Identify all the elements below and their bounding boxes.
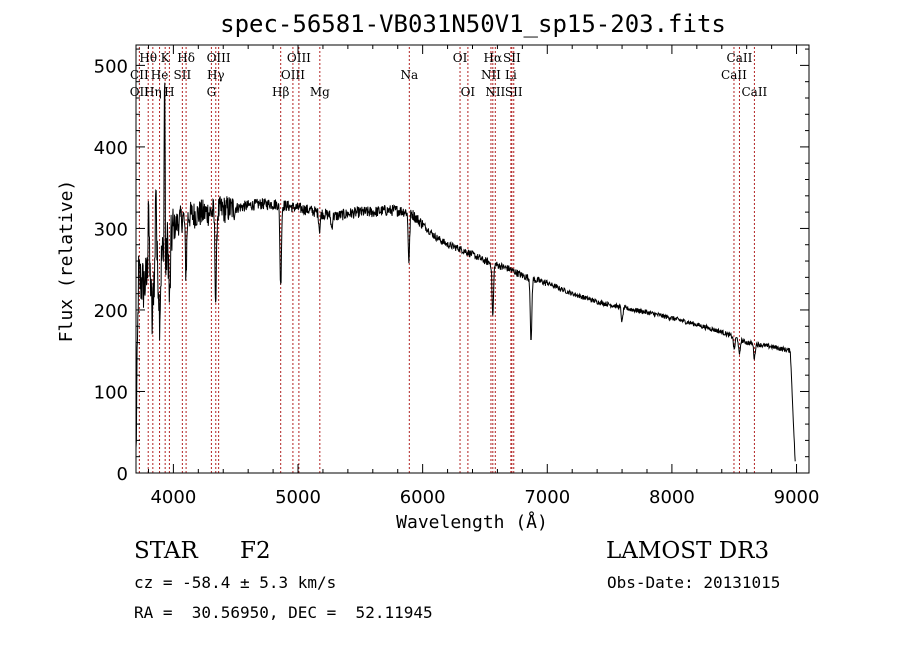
line-label: SII bbox=[503, 51, 521, 65]
line-label: K bbox=[161, 51, 171, 65]
y-tick-label: 500 bbox=[94, 56, 128, 77]
y-tick-label: 100 bbox=[94, 382, 128, 403]
spectrum-chart: spec-56581-VB031N50V1_sp15-203.fits Hθ K H… bbox=[56, 10, 820, 533]
object-type: STAR bbox=[134, 538, 198, 564]
x-tick-label: 5000 bbox=[275, 487, 321, 508]
y-tick-label: 300 bbox=[94, 219, 128, 240]
x-tick-label: 7000 bbox=[524, 487, 570, 508]
marker-lines bbox=[138, 47, 755, 473]
line-label: NII bbox=[481, 68, 501, 82]
line-label: Hγ bbox=[207, 68, 225, 82]
line-label: OIII bbox=[207, 51, 231, 65]
line-label: Na bbox=[400, 68, 418, 82]
redshift: cz = -58.4 ± 5.3 km/s bbox=[134, 573, 337, 592]
line-label: OI bbox=[453, 51, 468, 65]
survey-name: LAMOST DR3 bbox=[606, 538, 770, 564]
line-label: Hδ bbox=[177, 51, 195, 65]
line-label: OI bbox=[461, 85, 476, 99]
obs-date: Obs-Date: 20131015 bbox=[607, 573, 781, 592]
line-label: Hθ bbox=[139, 51, 157, 65]
x-axis-label: Wavelength (Å) bbox=[396, 511, 548, 533]
line-label: NII bbox=[485, 85, 505, 99]
y-tick-label: 400 bbox=[94, 138, 128, 159]
x-tick-label: 9000 bbox=[774, 487, 820, 508]
x-tick-label: 4000 bbox=[150, 487, 196, 508]
line-label: Li bbox=[505, 68, 517, 82]
line-label: Hβ bbox=[272, 85, 289, 99]
x-axis: 4000 5000 6000 7000 8000 9000 bbox=[147, 45, 820, 508]
y-axis: 0 100 200 300 400 500 bbox=[94, 48, 809, 485]
line-label: H bbox=[164, 85, 174, 99]
line-label: SII bbox=[174, 68, 192, 82]
line-label: OIII bbox=[281, 68, 305, 82]
line-label: Hη bbox=[144, 85, 162, 99]
line-label: He bbox=[151, 68, 169, 82]
line-label: CaII bbox=[721, 68, 747, 82]
plot-frame bbox=[135, 44, 810, 474]
y-tick-label: 0 bbox=[117, 464, 128, 485]
x-tick-label: 6000 bbox=[400, 487, 446, 508]
y-axis-label: Flux (relative) bbox=[56, 180, 77, 343]
coordinates: RA = 30.56950, DEC = 52.11945 bbox=[134, 603, 433, 622]
subclass: F2 bbox=[240, 538, 271, 564]
line-label: G bbox=[207, 85, 217, 99]
line-label: SII bbox=[505, 85, 523, 99]
line-label: Mg bbox=[310, 85, 330, 99]
spectrum-line bbox=[135, 82, 796, 462]
x-tick-label: 8000 bbox=[649, 487, 695, 508]
y-tick-label: 200 bbox=[94, 301, 128, 322]
line-label: OIII bbox=[287, 51, 311, 65]
line-label: CaII bbox=[741, 85, 767, 99]
line-label: Hα bbox=[484, 51, 503, 65]
chart-title: spec-56581-VB031N50V1_sp15-203.fits bbox=[220, 10, 726, 38]
line-label: CaII bbox=[727, 51, 753, 65]
line-label: CII bbox=[130, 68, 149, 82]
line-label: OII bbox=[130, 85, 150, 99]
